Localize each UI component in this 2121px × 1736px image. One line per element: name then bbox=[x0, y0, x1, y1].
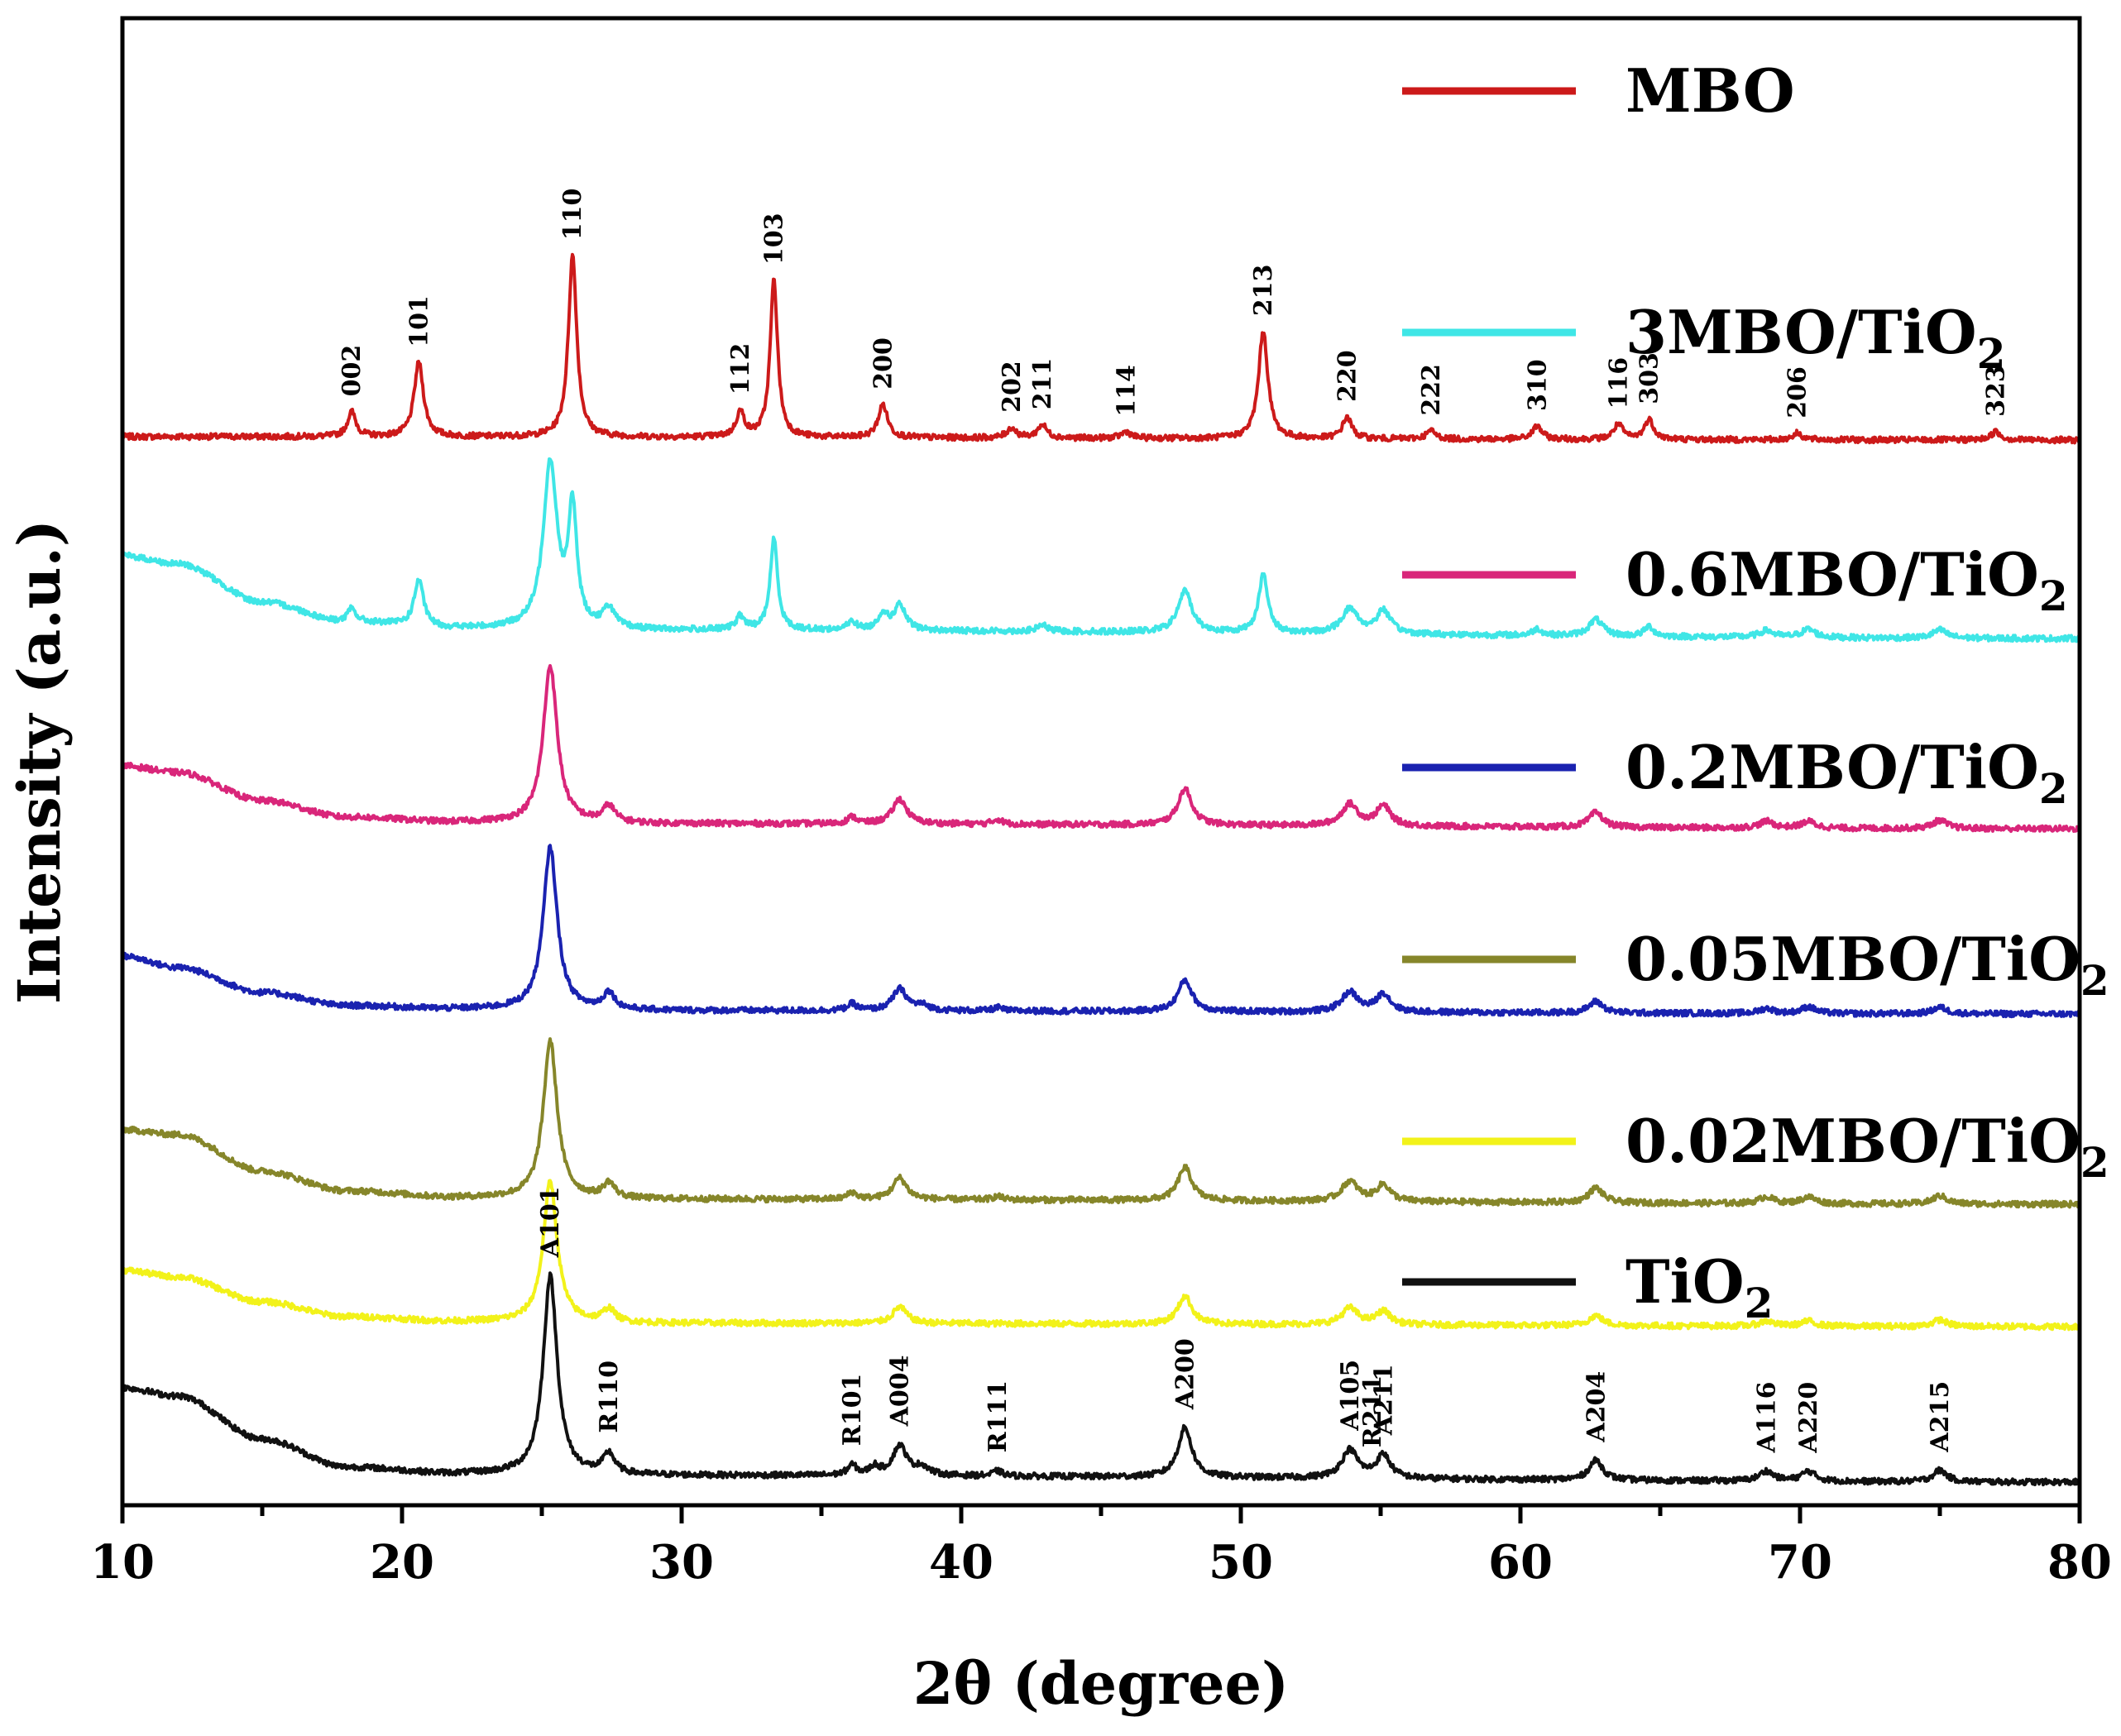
peak-label-a211: A211 bbox=[1369, 1364, 1398, 1436]
peak-label-103: 103 bbox=[760, 213, 789, 265]
peak-label-206: 206 bbox=[1783, 366, 1812, 418]
peak-label-002: 002 bbox=[338, 345, 366, 397]
peak-label-a101: A101 bbox=[536, 1186, 565, 1258]
legend: MBO 3MBO/TiO2 0.6MBO/TiO2 0.2MBO/TiO2 0.05MB… bbox=[1402, 55, 2109, 1327]
peak-label-213: 213 bbox=[1249, 265, 1278, 317]
legend-label-tio2: TiO2 bbox=[1625, 1246, 1773, 1327]
legend-label-0-02mbo-tio2: 0.02MBO/TiO2 bbox=[1625, 1106, 2109, 1187]
peak-label-202: 202 bbox=[998, 361, 1027, 413]
trace-group bbox=[121, 252, 2081, 1487]
trace-mbo bbox=[121, 252, 2081, 445]
peak-label-112: 112 bbox=[726, 343, 755, 395]
peak-label-222: 222 bbox=[1417, 364, 1446, 416]
peak-label-group: 002 101 110 112 103 200 202 211 114 213 220 222 310 1… bbox=[338, 189, 2010, 1454]
legend-label-3mbo-tio2: 3MBO/TiO2 bbox=[1625, 297, 2005, 378]
legend-label-mbo: MBO bbox=[1625, 55, 1795, 126]
peak-label-220: 220 bbox=[1333, 350, 1362, 402]
peak-label-r101: R101 bbox=[838, 1374, 867, 1447]
peak-label-r211: R211 bbox=[1358, 1375, 1387, 1448]
peak-label-a204: A204 bbox=[1582, 1371, 1611, 1443]
peak-label-r111: R111 bbox=[984, 1380, 1013, 1453]
legend-subscript: 2 bbox=[2080, 956, 2109, 1005]
legend-label-0-6mbo-tio2: 0.6MBO/TiO2 bbox=[1625, 539, 2068, 620]
trace-tio2 bbox=[122, 1271, 2081, 1487]
peak-label-a105: A105 bbox=[1336, 1360, 1365, 1432]
legend-subscript: 2 bbox=[2080, 1138, 2109, 1187]
peak-label-116: 116 bbox=[1604, 357, 1633, 409]
x-tick-label-60: 60 bbox=[1488, 1535, 1553, 1590]
x-axis-tick-labels: 10 20 30 40 50 60 70 80 bbox=[90, 1535, 2112, 1590]
legend-subscript: 2 bbox=[1745, 1279, 1774, 1327]
peak-label-323: 323 bbox=[1982, 365, 2011, 417]
x-tick-label-50: 50 bbox=[1209, 1535, 1273, 1590]
peak-label-114: 114 bbox=[1112, 365, 1141, 417]
x-tick-label-20: 20 bbox=[370, 1535, 434, 1590]
trace-3mbo-tio2 bbox=[121, 457, 2081, 643]
trace-0-02mbo-tio2 bbox=[121, 1179, 2080, 1332]
x-tick-label-30: 30 bbox=[649, 1535, 714, 1590]
peak-label-110: 110 bbox=[558, 189, 587, 241]
y-axis-title: Intensity (a.u.) bbox=[5, 519, 74, 1004]
x-axis-title: 2θ (degree) bbox=[913, 1649, 1289, 1718]
trace-0-05mbo-tio2 bbox=[121, 1037, 2081, 1209]
peak-label-a215: A215 bbox=[1926, 1381, 1955, 1453]
legend-label-0-05mbo-tio2: 0.05MBO/TiO2 bbox=[1625, 924, 2109, 1005]
trace-0-2mbo-tio2 bbox=[121, 844, 2081, 1019]
legend-subscript: 2 bbox=[2039, 571, 2068, 620]
trace-0-6mbo-tio2 bbox=[121, 663, 2081, 834]
peak-label-303: 303 bbox=[1635, 352, 1664, 404]
peak-label-a004: A004 bbox=[886, 1355, 915, 1427]
peak-label-a200: A200 bbox=[1171, 1338, 1199, 1410]
legend-subscript: 2 bbox=[1977, 329, 2006, 378]
legend-subscript: 2 bbox=[2039, 764, 2068, 813]
peak-label-r110: R110 bbox=[595, 1361, 624, 1433]
peak-label-101: 101 bbox=[405, 295, 433, 347]
peak-label-a116: A116 bbox=[1752, 1381, 1781, 1453]
peak-label-a220: A220 bbox=[1794, 1382, 1823, 1454]
x-tick-label-40: 40 bbox=[929, 1535, 993, 1590]
x-axis-ticks bbox=[120, 1505, 2082, 1523]
x-tick-label-10: 10 bbox=[90, 1535, 155, 1590]
x-tick-label-70: 70 bbox=[1768, 1535, 1832, 1590]
legend-label-0-2mbo-tio2: 0.2MBO/TiO2 bbox=[1625, 732, 2068, 813]
x-tick-label-80: 80 bbox=[2047, 1535, 2112, 1590]
peak-label-310: 310 bbox=[1523, 359, 1552, 411]
peak-label-211: 211 bbox=[1028, 358, 1057, 410]
peak-label-200: 200 bbox=[869, 337, 898, 390]
